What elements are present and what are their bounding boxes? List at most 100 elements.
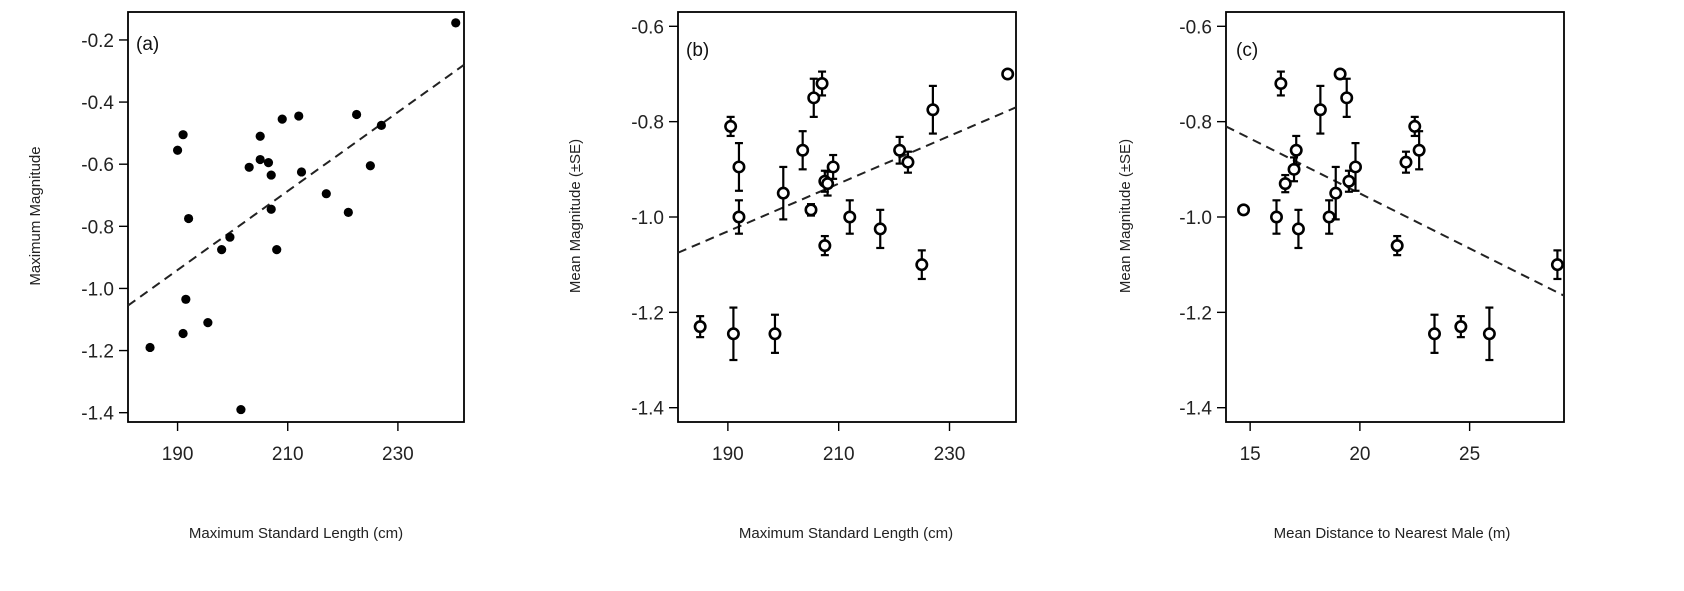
data-point xyxy=(178,130,188,140)
y-axis-title-c: Mean Magnitude (±SE) xyxy=(1117,139,1134,293)
data-point xyxy=(1482,327,1496,341)
data-point xyxy=(217,245,227,255)
y-tick-label: -0.8 xyxy=(81,217,114,238)
x-axis-title-b: Maximum Standard Length (cm) xyxy=(739,525,953,542)
data-point xyxy=(376,120,386,130)
data-point xyxy=(818,239,832,253)
data-point xyxy=(1428,327,1442,341)
data-point xyxy=(343,207,353,217)
y-tick-label: -1.0 xyxy=(631,208,664,229)
data-point xyxy=(321,189,331,199)
data-point xyxy=(172,145,183,155)
y-tick-label: -0.8 xyxy=(631,113,664,134)
data-point xyxy=(294,111,304,121)
y-axis-title-a: Maximum Magnitude xyxy=(27,146,44,285)
data-point xyxy=(1348,160,1362,174)
y-axis-title-b: Mean Magnitude (±SE) xyxy=(567,139,584,293)
y-tick-label: -1.4 xyxy=(81,404,114,425)
data-point xyxy=(843,210,857,224)
x-tick-label: 25 xyxy=(1459,444,1480,465)
y-tick-label: -1.2 xyxy=(631,303,664,324)
data-point xyxy=(351,109,362,120)
y-tick-label: -0.6 xyxy=(631,17,664,38)
data-point xyxy=(804,203,818,217)
data-point xyxy=(776,186,790,200)
data-point xyxy=(693,320,707,334)
y-tick-label: -1.2 xyxy=(1179,303,1212,324)
data-point xyxy=(1278,177,1292,191)
data-point xyxy=(1313,103,1327,117)
data-point xyxy=(272,245,282,255)
data-point xyxy=(926,103,940,117)
y-tick-label: -0.4 xyxy=(81,93,114,114)
data-point xyxy=(183,213,194,224)
x-tick-label: 190 xyxy=(712,444,744,465)
x-tick-label: 210 xyxy=(272,444,304,465)
data-point xyxy=(181,294,191,304)
y-tick-label: -0.2 xyxy=(81,31,114,52)
data-point xyxy=(1342,174,1356,188)
panel-c: (c) Mean Magnitude (±SE) Mean Distance t… xyxy=(1117,11,1565,542)
data-point xyxy=(1550,258,1564,272)
data-point xyxy=(266,170,276,180)
panel-b: (b) Mean Magnitude (±SE) Maximum Standar… xyxy=(567,11,1017,542)
data-point xyxy=(1408,119,1422,133)
data-point xyxy=(732,210,746,224)
data-point xyxy=(1322,210,1336,224)
data-point xyxy=(263,158,274,168)
data-point xyxy=(807,91,821,105)
data-point xyxy=(1454,320,1468,334)
data-point xyxy=(296,167,307,177)
data-point xyxy=(826,160,840,174)
data-point xyxy=(451,18,461,28)
data-point xyxy=(915,258,929,272)
panel-label-b: (b) xyxy=(686,40,709,61)
panel-a: (a) Maximum Magnitude Maximum Standard L… xyxy=(27,11,465,542)
regression-line xyxy=(1225,125,1565,297)
axis-ticks-c: -1.4 -1.2 -1.0 -0.8 -0.6 15 20 25 xyxy=(1179,17,1480,465)
x-tick-label: 20 xyxy=(1349,444,1370,465)
data-point xyxy=(815,77,829,91)
data-point xyxy=(277,114,287,124)
x-tick-label: 230 xyxy=(382,444,414,465)
data-point xyxy=(244,162,254,172)
data-point xyxy=(1237,203,1251,217)
data-point xyxy=(893,143,907,157)
data-marks-a xyxy=(127,18,465,415)
data-point xyxy=(1274,77,1288,91)
plot-frame-a xyxy=(127,11,465,423)
data-point xyxy=(255,131,265,141)
x-tick-label: 230 xyxy=(934,444,966,465)
data-point xyxy=(1329,186,1343,200)
data-marks-c xyxy=(1225,67,1565,362)
regression-line xyxy=(127,63,465,307)
y-tick-label: -1.4 xyxy=(1179,399,1212,420)
panel-label-a: (a) xyxy=(136,34,159,55)
data-point xyxy=(821,177,835,191)
data-point xyxy=(178,328,188,339)
data-marks-b xyxy=(677,67,1017,362)
data-point xyxy=(225,232,235,242)
data-point xyxy=(1340,91,1354,105)
y-tick-label: -1.0 xyxy=(81,279,114,300)
axis-ticks-b: -1.4 -1.2 -1.0 -0.8 -0.6 190 210 230 xyxy=(631,17,965,465)
panel-label-c: (c) xyxy=(1236,40,1258,61)
data-point xyxy=(266,204,276,214)
data-point xyxy=(1412,143,1426,157)
x-axis-title-c: Mean Distance to Nearest Male (m) xyxy=(1274,525,1511,542)
data-point xyxy=(1287,162,1301,176)
y-tick-label: -0.6 xyxy=(81,155,114,176)
data-point xyxy=(724,119,738,133)
data-point xyxy=(255,154,265,165)
data-point xyxy=(1001,67,1015,81)
x-tick-label: 15 xyxy=(1240,444,1261,465)
data-point xyxy=(1291,222,1305,236)
x-axis-title-a: Maximum Standard Length (cm) xyxy=(189,525,403,542)
data-point xyxy=(236,404,246,415)
x-tick-label: 210 xyxy=(823,444,855,465)
data-point xyxy=(901,155,915,169)
data-point xyxy=(768,327,782,341)
regression-line xyxy=(677,106,1017,254)
x-tick-label: 190 xyxy=(162,444,194,465)
y-tick-label: -1.4 xyxy=(631,399,664,420)
